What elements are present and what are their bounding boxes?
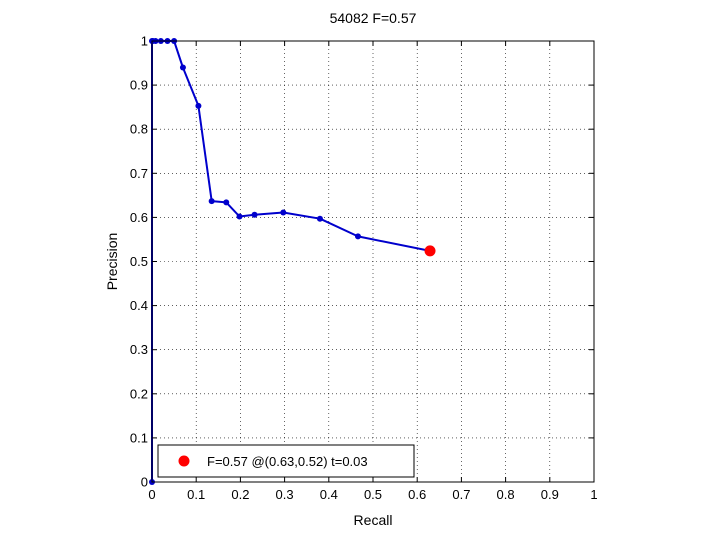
y-tick-label: 0.7 xyxy=(130,166,148,181)
y-tick-label: 1 xyxy=(141,34,148,49)
legend-box xyxy=(157,444,415,478)
data-point xyxy=(208,198,215,205)
x-axis-title: Recall xyxy=(354,512,393,528)
y-tick-label: 0.9 xyxy=(130,78,148,93)
x-tick-label: 0.1 xyxy=(187,487,205,502)
legend: F=0.57 @(0.63,0.52) t=0.03 xyxy=(157,444,415,478)
x-tick-label: 0.9 xyxy=(541,487,559,502)
x-tick-label: 0.4 xyxy=(320,487,338,502)
legend-label: F=0.57 @(0.63,0.52) t=0.03 xyxy=(207,454,368,469)
legend-marker-best-point xyxy=(178,455,190,467)
data-point xyxy=(354,233,361,240)
y-tick-label: 0.4 xyxy=(130,298,148,313)
data-point xyxy=(223,199,230,206)
y-tick-label: 0.8 xyxy=(130,122,148,137)
y-tick-label: 0 xyxy=(141,475,148,490)
axis-ticks: 0 0.1 0.2 0.3 0.4 0.5 0.6 0.7 0.8 0.9 1 0 0.1 0.2 0.3 0… xyxy=(130,34,598,503)
x-tick-label: 0.8 xyxy=(497,487,515,502)
y-axis-title: Precision xyxy=(104,233,120,291)
y-tick-label: 0.2 xyxy=(130,386,148,401)
data-point xyxy=(251,211,258,218)
data-point xyxy=(179,64,186,71)
y-tick-label: 0.1 xyxy=(130,430,148,445)
x-tick-label: 0 xyxy=(148,487,155,502)
chart-title: 54082 F=0.57 xyxy=(330,10,417,26)
data-point xyxy=(236,213,243,220)
data-point xyxy=(280,209,287,216)
best-f-point xyxy=(424,245,436,257)
y-tick-label: 0.6 xyxy=(130,210,148,225)
x-tick-label: 0.3 xyxy=(276,487,294,502)
data-point xyxy=(195,102,202,109)
x-tick-label: 0.6 xyxy=(408,487,426,502)
y-tick-label: 0.5 xyxy=(130,254,148,269)
y-tick-label: 0.3 xyxy=(130,342,148,357)
x-tick-label: 0.7 xyxy=(452,487,470,502)
grid-lines xyxy=(152,41,594,482)
x-tick-label: 0.5 xyxy=(364,487,382,502)
x-tick-label: 1 xyxy=(590,487,597,502)
data-point xyxy=(316,215,323,222)
x-tick-label: 0.2 xyxy=(231,487,249,502)
